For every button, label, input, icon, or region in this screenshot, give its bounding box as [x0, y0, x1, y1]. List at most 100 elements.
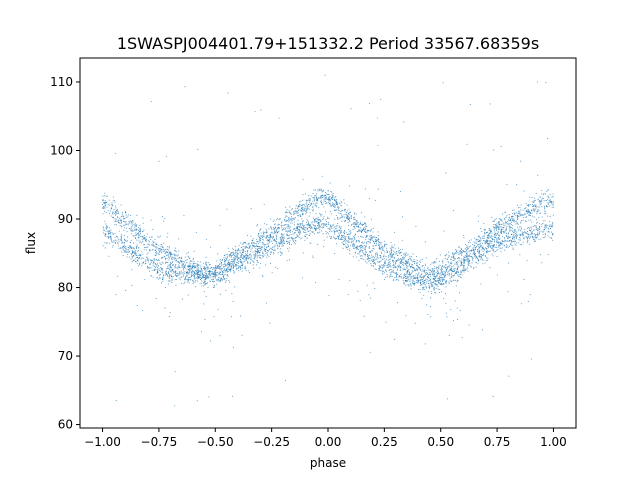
data-point: [512, 219, 514, 221]
data-point: [457, 271, 459, 273]
data-point: [314, 218, 317, 220]
data-point: [378, 244, 380, 246]
data-point: [524, 230, 526, 232]
data-point: [178, 272, 181, 274]
data-point: [479, 244, 481, 246]
data-point: [106, 242, 108, 244]
data-point: [258, 240, 260, 242]
data-point: [347, 212, 349, 214]
data-point: [528, 209, 530, 211]
data-point: [502, 241, 504, 243]
data-point: [300, 204, 302, 206]
data-point: [516, 234, 518, 236]
data-point: [309, 198, 311, 200]
data-point: [125, 220, 127, 223]
data-point: [297, 212, 299, 214]
data-point: [210, 246, 212, 248]
data-point: [223, 259, 226, 261]
data-point: [470, 239, 472, 241]
data-point: [499, 235, 501, 237]
data-point: [430, 292, 433, 295]
data-point: [336, 206, 339, 208]
data-point: [463, 256, 465, 259]
data-point: [301, 212, 303, 214]
data-point: [356, 256, 358, 258]
data-point: [357, 246, 359, 248]
data-point: [254, 111, 256, 113]
data-point: [138, 256, 140, 259]
data-point: [384, 260, 386, 262]
data-point: [322, 190, 324, 192]
data-point: [474, 252, 476, 254]
data-point: [374, 268, 376, 270]
data-point: [294, 238, 296, 240]
data-point: [431, 262, 433, 264]
data-point: [543, 226, 545, 228]
data-point: [441, 261, 444, 263]
data-point: [242, 261, 244, 263]
data-point: [429, 272, 431, 274]
data-point: [392, 262, 394, 264]
data-point: [136, 262, 138, 264]
data-point: [328, 217, 330, 219]
data-point: [302, 194, 304, 196]
data-point: [164, 274, 166, 276]
data-point: [193, 275, 195, 277]
data-point: [448, 266, 450, 268]
data-point: [360, 221, 362, 223]
data-point: [497, 236, 499, 238]
data-point: [231, 260, 233, 262]
data-point: [212, 268, 214, 271]
data-point: [262, 276, 264, 278]
data-point: [284, 228, 286, 230]
data-point: [538, 200, 540, 202]
data-point: [133, 227, 135, 229]
data-point: [373, 242, 375, 244]
data-point: [123, 245, 125, 247]
data-point: [115, 400, 117, 402]
data-point: [520, 227, 522, 229]
data-point: [258, 249, 260, 252]
data-point: [238, 245, 240, 247]
data-point: [468, 250, 470, 252]
data-point: [491, 216, 493, 218]
data-point: [241, 244, 243, 246]
data-point: [297, 229, 299, 231]
data-point: [107, 230, 109, 232]
data-point: [131, 284, 133, 286]
data-point: [178, 238, 180, 240]
data-point: [293, 211, 295, 213]
data-point: [229, 261, 231, 264]
data-point: [182, 274, 185, 276]
data-point: [244, 267, 246, 269]
data-point: [370, 237, 372, 239]
data-point: [240, 256, 242, 258]
data-point: [404, 256, 406, 259]
data-point: [372, 264, 374, 266]
data-point: [320, 197, 322, 199]
data-point: [216, 280, 218, 282]
data-point: [478, 254, 480, 256]
data-point: [238, 270, 240, 272]
data-point: [341, 214, 343, 217]
data-point: [198, 270, 200, 272]
data-point: [372, 250, 374, 252]
data-point: [493, 149, 495, 151]
data-point: [123, 216, 125, 218]
data-point: [136, 259, 138, 261]
data-point: [274, 230, 276, 232]
data-point: [213, 267, 215, 269]
data-point: [348, 217, 350, 219]
data-point: [548, 189, 550, 191]
data-point: [405, 315, 407, 317]
data-point: [281, 235, 283, 237]
data-point: [169, 274, 171, 276]
data-point: [519, 254, 521, 256]
data-point: [548, 197, 550, 199]
data-point: [510, 240, 513, 242]
data-point: [191, 260, 193, 262]
data-point: [330, 205, 332, 207]
data-point: [406, 261, 408, 263]
data-point: [167, 272, 169, 274]
data-point: [120, 222, 122, 224]
